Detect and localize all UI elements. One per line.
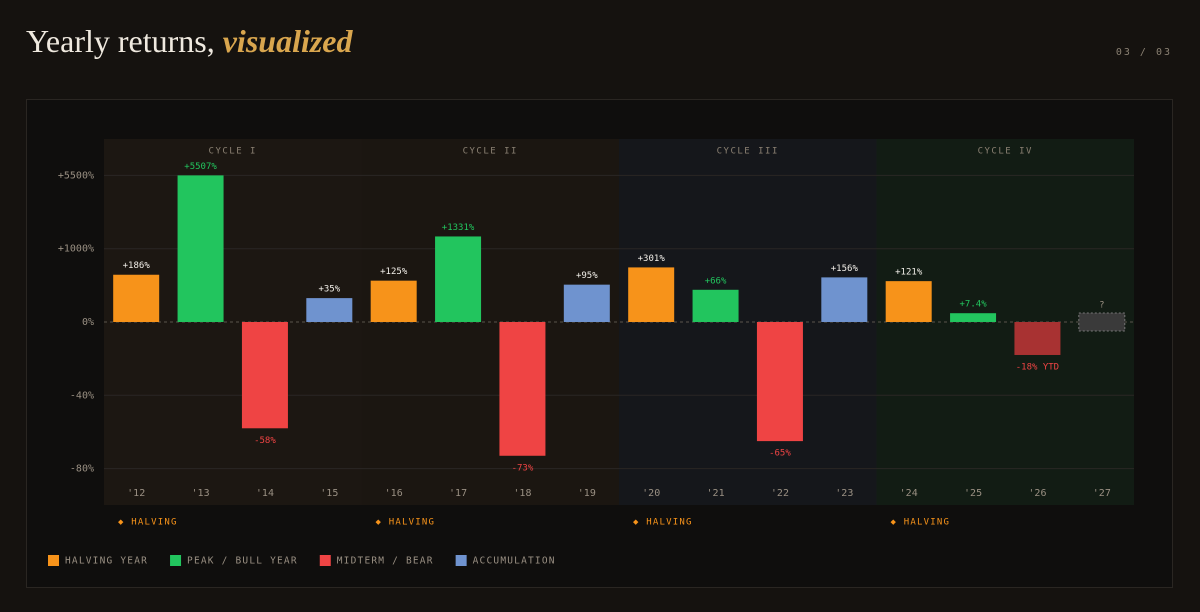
cycle-label: CYCLE II: [463, 147, 518, 157]
cycle-label: CYCLE III: [717, 147, 779, 157]
legend-swatch: [455, 555, 467, 566]
placeholder-bar: [1078, 312, 1126, 332]
bar: [370, 280, 417, 322]
legend-label: PEAK / BULL YEAR: [187, 556, 298, 567]
value-label: +156%: [831, 264, 859, 274]
y-tick-label: +5500%: [58, 170, 94, 181]
legend-swatch: [319, 555, 331, 566]
halving-marker: ◆ HALVING: [633, 518, 693, 528]
x-tick-label: '13: [192, 488, 210, 499]
value-label: +5507%: [184, 162, 217, 172]
y-tick-label: 0%: [82, 317, 94, 328]
bar: [821, 277, 868, 322]
bar: [306, 298, 353, 322]
value-label: +301%: [638, 254, 666, 264]
bar: [177, 175, 224, 322]
value-label: -18% YTD: [1016, 362, 1059, 372]
y-tick-label: -40%: [70, 390, 94, 401]
x-tick-label: '25: [964, 488, 982, 499]
value-label: -73%: [512, 463, 534, 473]
value-label: +7.4%: [960, 300, 988, 310]
x-tick-label: '17: [449, 488, 467, 499]
legend-label: HALVING YEAR: [65, 556, 148, 567]
x-tick-label: '12: [127, 488, 145, 499]
bar: [563, 284, 610, 322]
x-tick-label: '14: [256, 488, 274, 499]
x-tick-label: '23: [835, 488, 853, 499]
value-label: -65%: [769, 449, 791, 459]
page-number: 03 / 03: [1116, 47, 1172, 58]
legend-label: MIDTERM / BEAR: [337, 556, 434, 567]
value-label: +121%: [895, 268, 923, 278]
cycle-label: CYCLE I: [209, 147, 257, 157]
x-tick-label: '20: [642, 488, 660, 499]
halving-marker: ◆ HALVING: [891, 518, 951, 528]
value-label: +186%: [123, 261, 151, 271]
value-label: +66%: [705, 276, 727, 286]
value-label: +95%: [576, 271, 598, 281]
title: Yearly returns, visualized: [26, 23, 354, 59]
x-tick-label: '26: [1028, 488, 1046, 499]
cycle-label: CYCLE IV: [978, 147, 1033, 157]
x-tick-label: '19: [578, 488, 596, 499]
bar: [499, 322, 546, 456]
title-emphasis: visualized: [223, 23, 354, 59]
bar: [950, 313, 997, 322]
x-tick-label: '16: [385, 488, 403, 499]
x-tick-label: '27: [1093, 488, 1111, 499]
x-tick-label: '22: [771, 488, 789, 499]
bar: [435, 236, 482, 322]
x-tick-label: '18: [513, 488, 531, 499]
bar: [885, 281, 932, 322]
bar: [241, 322, 288, 429]
legend-swatch: [48, 555, 59, 566]
value-label: -58%: [254, 436, 276, 446]
legend-swatch: [170, 555, 182, 566]
title-text: Yearly returns,: [26, 23, 215, 59]
legend-label: ACCUMULATION: [473, 556, 556, 567]
x-tick-label: '21: [707, 488, 725, 499]
bar: [692, 289, 739, 322]
bar: [113, 274, 160, 322]
bar: [1014, 322, 1061, 355]
value-label: +35%: [318, 285, 340, 295]
y-tick-label: -80%: [70, 464, 94, 475]
value-label: ?: [1099, 301, 1104, 311]
x-tick-label: '24: [900, 488, 918, 499]
value-label: +125%: [380, 267, 408, 277]
y-tick-label: +1000%: [58, 244, 94, 255]
bar: [756, 322, 803, 442]
halving-marker: ◆ HALVING: [376, 518, 436, 528]
value-label: +1331%: [442, 223, 475, 233]
bar: [628, 267, 675, 322]
halving-marker: ◆ HALVING: [118, 518, 178, 528]
x-tick-label: '15: [320, 488, 338, 499]
